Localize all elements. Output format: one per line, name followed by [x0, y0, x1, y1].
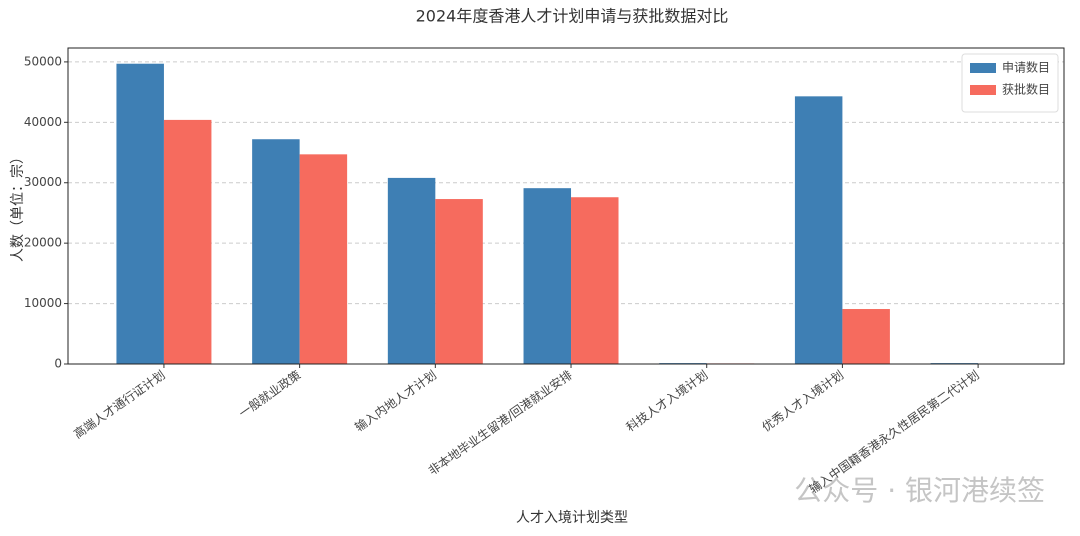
bar	[252, 139, 300, 364]
y-tick-label: 30000	[24, 175, 62, 189]
x-tick-label: 高端人才通行证计划	[71, 367, 168, 441]
y-axis-label: 人数（单位：宗）	[10, 150, 26, 262]
x-axis-label: 人才入境计划类型	[516, 510, 628, 526]
y-tick-label: 50000	[24, 54, 62, 68]
x-tick-label: 非本地毕业生留港/回港就业安排	[425, 367, 575, 478]
bar	[435, 199, 483, 364]
x-tick-label: 输入内地人才计划	[352, 367, 439, 434]
y-tick-label: 20000	[24, 236, 62, 250]
bar	[523, 188, 572, 364]
bar	[299, 154, 348, 364]
y-tick-label: 10000	[24, 296, 62, 310]
plot-frame	[67, 47, 1065, 365]
y-tick-label: 0	[54, 357, 62, 371]
x-tick-label: 科技人才入境计划	[623, 367, 710, 434]
bar	[163, 119, 212, 364]
y-tick-label: 40000	[24, 115, 62, 129]
bar	[387, 177, 436, 364]
bar	[842, 309, 890, 364]
bar	[571, 197, 619, 364]
legend-label: 获批数目	[1002, 82, 1050, 97]
legend-label: 申请数目	[1002, 60, 1050, 75]
legend-swatch	[970, 63, 996, 73]
bar	[116, 63, 164, 364]
x-tick-label: 优秀人才入境计划	[759, 367, 846, 434]
chart-title: 2024年度香港人才计划申请与获批数据对比	[416, 7, 729, 26]
watermark: 公众号 · 银河港续签	[794, 474, 1045, 507]
x-tick-label: 一般就业政策	[236, 367, 304, 421]
legend-swatch	[970, 85, 996, 95]
bar	[794, 96, 843, 364]
